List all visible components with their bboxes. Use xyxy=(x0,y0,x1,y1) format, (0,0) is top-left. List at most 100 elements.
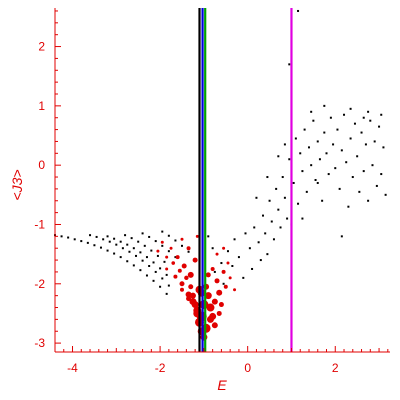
data-point xyxy=(80,240,83,243)
data-point xyxy=(126,243,129,246)
data-point xyxy=(316,140,319,143)
data-point xyxy=(338,187,341,190)
data-point xyxy=(89,234,92,237)
data-point xyxy=(314,179,317,181)
data-point xyxy=(327,173,330,176)
data-point xyxy=(113,252,116,255)
data-point xyxy=(292,181,295,184)
data-point xyxy=(102,238,105,241)
data-point xyxy=(137,240,140,243)
data-point xyxy=(161,277,164,280)
data-point xyxy=(99,246,102,249)
data-point xyxy=(380,173,383,176)
data-point xyxy=(272,238,275,241)
data-point xyxy=(323,104,326,107)
data-point xyxy=(165,267,169,271)
data-point xyxy=(139,269,142,272)
data-point xyxy=(297,9,300,12)
data-point xyxy=(347,205,350,208)
data-point xyxy=(371,164,374,167)
data-point xyxy=(161,244,164,247)
data-point xyxy=(251,267,254,270)
y-tick-label: 2 xyxy=(38,40,45,54)
data-point xyxy=(200,333,208,341)
data-point xyxy=(165,292,168,295)
data-point xyxy=(310,164,313,167)
data-point xyxy=(159,267,162,270)
data-point xyxy=(67,236,70,239)
data-point xyxy=(305,190,308,193)
data-point xyxy=(156,254,159,257)
black-series xyxy=(54,9,387,295)
data-point xyxy=(375,184,378,187)
data-point xyxy=(124,234,127,237)
data-point xyxy=(163,260,166,263)
y-tick-label: -1 xyxy=(34,217,45,231)
data-point xyxy=(351,176,354,179)
data-point xyxy=(222,282,225,285)
data-point xyxy=(349,137,352,140)
data-point xyxy=(248,247,251,250)
data-point xyxy=(93,244,96,247)
data-point xyxy=(156,249,160,253)
data-point xyxy=(139,251,142,254)
data-point xyxy=(340,149,343,152)
y-tick-label: 1 xyxy=(38,99,45,113)
data-point xyxy=(195,234,199,238)
data-point xyxy=(141,259,144,262)
data-point xyxy=(384,193,387,196)
data-point xyxy=(167,284,170,287)
data-point xyxy=(237,256,240,259)
data-point xyxy=(222,246,226,250)
y-tick-label: -3 xyxy=(34,336,45,350)
vertical-lines xyxy=(198,8,293,352)
data-point xyxy=(177,268,182,273)
x-tick-label: 2 xyxy=(332,361,339,375)
data-point xyxy=(332,143,335,146)
data-point xyxy=(167,250,170,253)
data-point xyxy=(367,110,370,113)
data-point xyxy=(145,274,148,277)
data-point xyxy=(143,244,146,247)
data-point xyxy=(242,276,245,279)
data-point xyxy=(244,232,247,235)
x-axis-title: E xyxy=(217,377,227,393)
data-point xyxy=(270,220,273,223)
data-point xyxy=(373,140,376,143)
data-point xyxy=(174,256,177,259)
data-point xyxy=(286,217,289,220)
data-point xyxy=(364,143,367,146)
data-point xyxy=(216,289,223,296)
data-point xyxy=(148,235,151,238)
data-point xyxy=(277,155,280,158)
data-point xyxy=(277,208,280,211)
data-point xyxy=(360,131,363,134)
data-point xyxy=(283,143,286,146)
data-point xyxy=(119,240,122,243)
data-point xyxy=(275,187,278,190)
data-point xyxy=(356,155,359,158)
data-point xyxy=(211,298,218,305)
data-point xyxy=(303,128,306,131)
data-point xyxy=(154,270,157,273)
data-point xyxy=(206,315,214,323)
data-point xyxy=(180,244,183,247)
data-point xyxy=(329,116,332,119)
data-point xyxy=(126,260,129,263)
data-point xyxy=(323,131,326,134)
data-point xyxy=(221,269,226,274)
data-point xyxy=(189,298,197,306)
data-point xyxy=(301,217,304,220)
data-point xyxy=(362,116,365,119)
data-point xyxy=(334,167,337,170)
data-point xyxy=(179,281,185,287)
data-point xyxy=(299,152,302,155)
data-point xyxy=(226,261,230,265)
data-point xyxy=(340,235,343,238)
data-point xyxy=(180,237,184,241)
data-point xyxy=(321,199,324,202)
data-point xyxy=(171,261,176,265)
data-point xyxy=(152,279,155,282)
data-point xyxy=(255,196,258,199)
